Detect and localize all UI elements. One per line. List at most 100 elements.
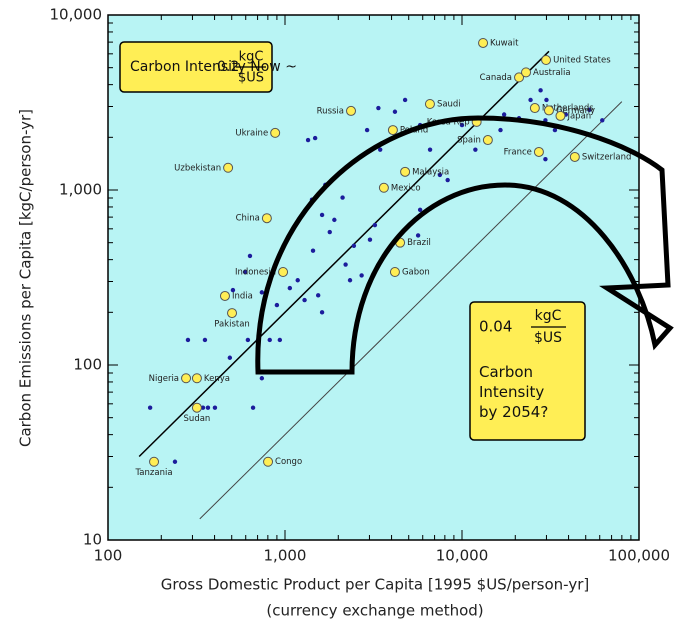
dot bbox=[343, 262, 347, 266]
dot bbox=[260, 290, 264, 294]
point-label: France bbox=[504, 147, 532, 157]
labeled-point bbox=[388, 126, 397, 135]
point-label: Kuwait bbox=[490, 38, 519, 48]
dot bbox=[296, 278, 300, 282]
y-axis-title: Carbon Emissions per Capita [kgC/person-… bbox=[17, 109, 35, 447]
labeled-point bbox=[544, 106, 553, 115]
dot bbox=[206, 406, 210, 410]
labeled-point bbox=[570, 152, 579, 161]
point-label: Japan bbox=[566, 111, 591, 121]
point-label: Malaysia bbox=[412, 167, 449, 177]
labeled-point bbox=[182, 374, 191, 383]
dot bbox=[376, 106, 380, 110]
labeled-point bbox=[425, 100, 434, 109]
dot bbox=[543, 157, 547, 161]
dot bbox=[416, 233, 420, 237]
dot bbox=[268, 338, 272, 342]
y-tick-label: 100 bbox=[73, 356, 102, 374]
annotation-unit: $US bbox=[238, 71, 264, 86]
point-label: Australia bbox=[533, 68, 571, 78]
labeled-point bbox=[347, 106, 356, 115]
y-tick-label: 1,000 bbox=[59, 181, 102, 199]
annotation-text: Carbon Intensity Now ~ bbox=[130, 59, 297, 75]
x-axis-title: Gross Domestic Product per Capita [1995 … bbox=[161, 576, 589, 594]
dot bbox=[428, 147, 432, 151]
point-label: Mexico bbox=[391, 183, 421, 193]
dot bbox=[544, 98, 548, 102]
point-label: Canada bbox=[480, 73, 512, 83]
dot bbox=[473, 147, 477, 151]
labeled-point bbox=[192, 374, 201, 383]
dot bbox=[373, 223, 377, 227]
point-label: Uzbekistan bbox=[174, 163, 221, 173]
dot bbox=[445, 178, 449, 182]
labeled-point bbox=[390, 267, 399, 276]
dot bbox=[311, 248, 315, 252]
dot bbox=[403, 98, 407, 102]
point-label: Saudi bbox=[437, 100, 461, 110]
labeled-point bbox=[534, 147, 543, 156]
dot bbox=[316, 293, 320, 297]
y-tick-label: 10 bbox=[83, 531, 102, 549]
dot bbox=[213, 406, 217, 410]
dot bbox=[320, 310, 324, 314]
point-label: China bbox=[236, 214, 260, 224]
chart: Gross Domestic Product per Capita [1995 … bbox=[0, 0, 675, 628]
dot bbox=[203, 338, 207, 342]
labeled-point bbox=[220, 291, 229, 300]
dot bbox=[173, 460, 177, 464]
dot bbox=[368, 237, 372, 241]
annotation-unit: $US bbox=[534, 330, 562, 346]
x-tick-label: 100 bbox=[94, 547, 123, 565]
labeled-point bbox=[150, 457, 159, 466]
labeled-point bbox=[530, 104, 539, 113]
dot bbox=[332, 218, 336, 222]
labeled-point bbox=[271, 128, 280, 137]
point-label: Pakistan bbox=[214, 320, 250, 330]
dot bbox=[275, 303, 279, 307]
point-label: Sudan bbox=[184, 414, 211, 424]
dot bbox=[528, 98, 532, 102]
dot bbox=[278, 338, 282, 342]
labeled-point bbox=[279, 267, 288, 276]
dot bbox=[340, 195, 344, 199]
point-label: Kenya bbox=[204, 374, 230, 384]
x-tick-label: 1,000 bbox=[264, 547, 307, 565]
point-label: Tanzania bbox=[135, 468, 173, 478]
dot bbox=[359, 273, 363, 277]
labeled-point bbox=[401, 167, 410, 176]
labeled-point bbox=[556, 111, 565, 120]
point-label: Brazil bbox=[407, 238, 431, 248]
dot bbox=[498, 128, 502, 132]
labeled-point bbox=[542, 56, 551, 65]
y-tick-label: 10,000 bbox=[50, 6, 103, 24]
point-label: India bbox=[232, 291, 253, 301]
dot bbox=[600, 118, 604, 122]
dot bbox=[251, 406, 255, 410]
labeled-point bbox=[264, 457, 273, 466]
point-label: Spain bbox=[457, 136, 481, 146]
annotation-unit: kgC bbox=[239, 50, 264, 65]
dot bbox=[306, 138, 310, 142]
annotation-value: 0.04 bbox=[479, 318, 512, 336]
labeled-point bbox=[479, 38, 488, 47]
dot bbox=[393, 110, 397, 114]
dot bbox=[352, 244, 356, 248]
labeled-point bbox=[228, 309, 237, 318]
labeled-point bbox=[262, 214, 271, 223]
dot bbox=[228, 356, 232, 360]
labeled-point bbox=[192, 403, 201, 412]
dot bbox=[320, 213, 324, 217]
point-label: United States bbox=[553, 56, 611, 66]
dot bbox=[246, 338, 250, 342]
point-label: Gabon bbox=[402, 267, 430, 277]
dot bbox=[313, 136, 317, 140]
dot bbox=[148, 406, 152, 410]
point-label: Russia bbox=[317, 106, 344, 116]
point-label: Ukraine bbox=[235, 128, 268, 138]
labeled-point bbox=[483, 136, 492, 145]
x-tick-label: 100,000 bbox=[608, 547, 670, 565]
dot bbox=[538, 88, 542, 92]
point-label: Switzerland bbox=[582, 152, 632, 162]
dot bbox=[186, 338, 190, 342]
